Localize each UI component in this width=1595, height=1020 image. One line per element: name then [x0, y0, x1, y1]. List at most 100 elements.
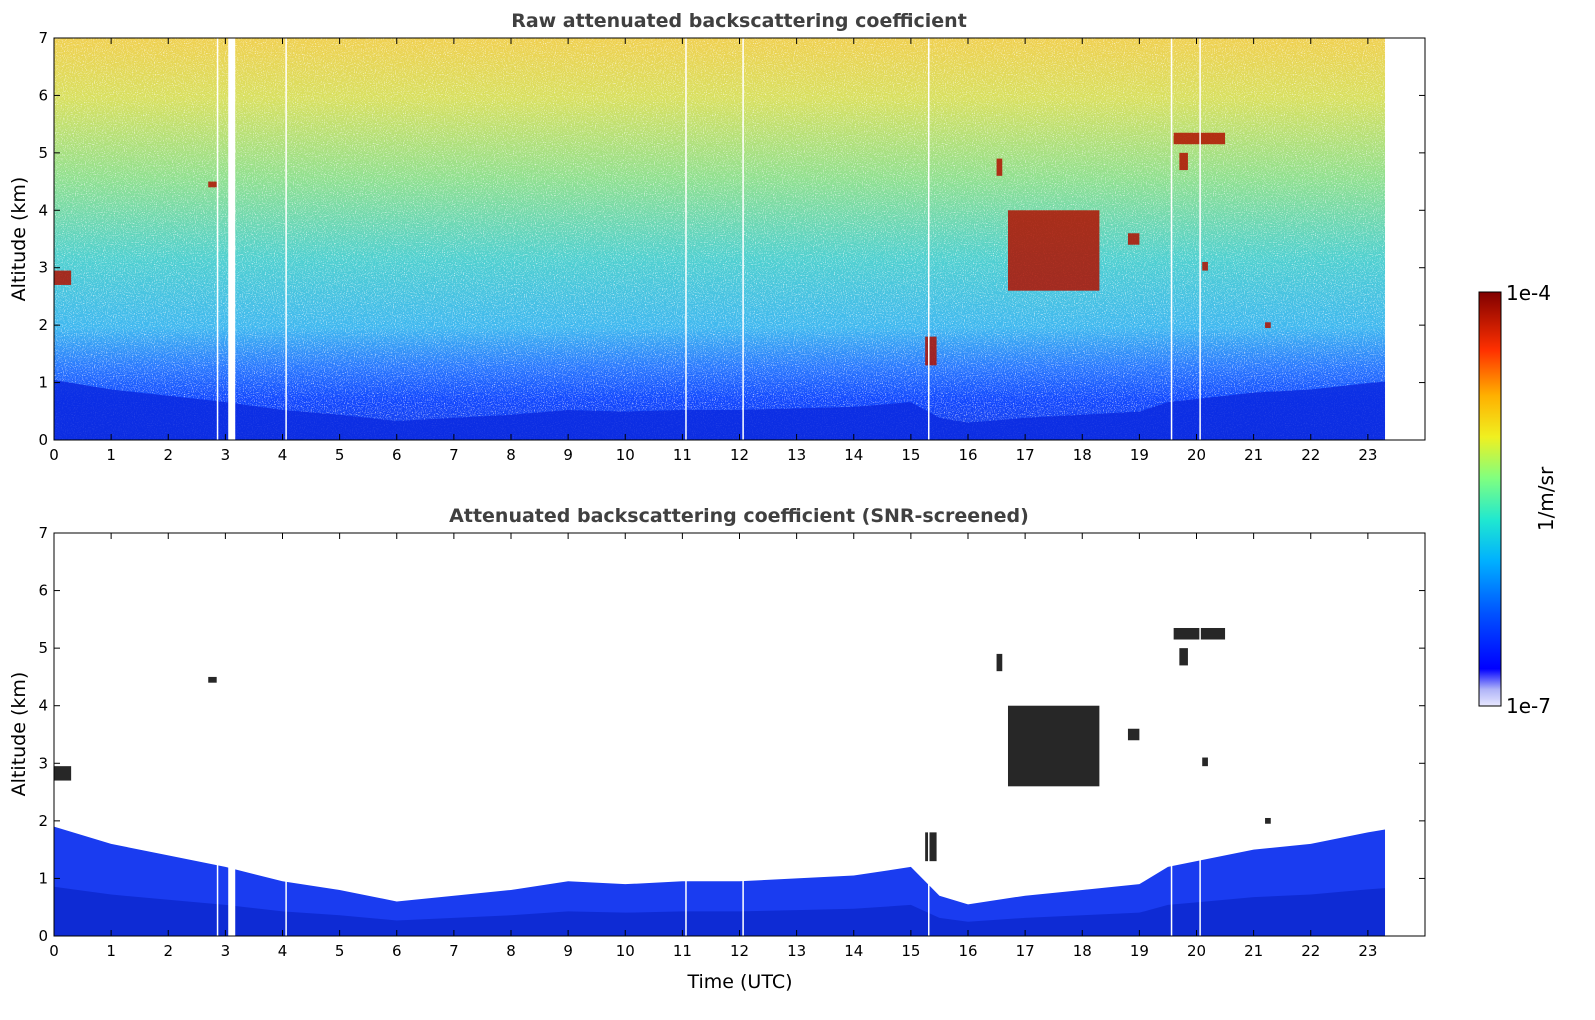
cloud-feature — [1007, 705, 1100, 787]
data-gap — [928, 38, 930, 440]
raw-backscatter-panel: Raw attenuated backscattering coefficien… — [8, 10, 1426, 464]
x-tick-label: 22 — [1301, 446, 1320, 464]
y-tick-label: 5 — [38, 144, 48, 162]
x-tick-label: 11 — [673, 446, 692, 464]
screened-boundary-layer — [54, 826, 1386, 936]
data-gap — [285, 38, 287, 440]
cloud-feature — [1202, 757, 1208, 767]
x-tick-label: 20 — [1187, 942, 1206, 960]
y-tick-label: 2 — [38, 316, 48, 334]
x-tick-label: 14 — [844, 446, 863, 464]
x-tick-label: 15 — [901, 942, 920, 960]
x-tick-label: 16 — [958, 446, 977, 464]
cloud-feature — [1127, 233, 1140, 245]
y-tick-label: 4 — [38, 201, 48, 219]
x-tick-label: 18 — [1073, 942, 1092, 960]
y-tick-label: 6 — [38, 86, 48, 104]
x-tick-label: 9 — [563, 446, 573, 464]
x-tick-label: 4 — [278, 446, 288, 464]
x-tick-label: 23 — [1358, 942, 1377, 960]
cloud-feature — [996, 158, 1003, 176]
cloud-feature — [1007, 210, 1100, 291]
xlabel: Time (UTC) — [686, 971, 792, 993]
cloud-feature — [208, 181, 217, 188]
data-gap — [742, 533, 744, 936]
x-tick-label: 2 — [163, 446, 173, 464]
screened-ylabel: Altitude (km) — [8, 672, 30, 797]
x-tick-label: 17 — [1016, 942, 1035, 960]
y-tick-label: 7 — [38, 29, 48, 47]
raw-boundary-layer — [54, 379, 1386, 440]
x-tick-label: 10 — [616, 446, 635, 464]
colorbar-max-label: 1e-4 — [1506, 281, 1551, 305]
colorbar-min-label: 1e-7 — [1506, 694, 1551, 718]
data-gap — [1199, 38, 1201, 440]
cloud-feature — [1265, 817, 1271, 824]
x-tick-label: 19 — [1130, 446, 1149, 464]
x-tick-label: 17 — [1016, 446, 1035, 464]
cloud-feature — [54, 270, 72, 285]
x-tick-label: 11 — [673, 942, 692, 960]
y-tick-label: 4 — [38, 697, 48, 715]
data-gap — [228, 38, 236, 440]
x-tick-label: 5 — [335, 446, 345, 464]
x-tick-label: 6 — [392, 942, 402, 960]
x-tick-label: 4 — [278, 942, 288, 960]
x-tick-label: 1 — [106, 942, 116, 960]
data-gap — [216, 533, 219, 936]
x-tick-label: 2 — [163, 942, 173, 960]
colorbar-gradient — [1478, 291, 1502, 707]
y-tick-label: 6 — [38, 582, 48, 600]
cloud-feature — [1265, 322, 1271, 329]
x-tick-label: 3 — [221, 942, 231, 960]
x-tick-label: 8 — [506, 942, 516, 960]
cloud-feature — [54, 766, 72, 781]
x-tick-label: 22 — [1301, 942, 1320, 960]
colorbar-unit-label: 1/m/sr — [1534, 466, 1558, 531]
data-gap — [742, 38, 744, 440]
x-tick-label: 9 — [563, 942, 573, 960]
data-gap — [1199, 533, 1201, 936]
cloud-feature — [1202, 261, 1208, 271]
cloud-feature — [996, 653, 1003, 672]
y-tick-label: 2 — [38, 812, 48, 830]
x-tick-label: 15 — [901, 446, 920, 464]
screened-boundary-layer-core — [54, 886, 1386, 936]
data-gap — [216, 38, 219, 440]
cloud-feature — [1127, 728, 1140, 741]
x-tick-label: 23 — [1358, 446, 1377, 464]
x-tick-label: 16 — [958, 942, 977, 960]
y-tick-label: 0 — [38, 927, 48, 945]
x-tick-label: 0 — [49, 446, 59, 464]
y-tick-label: 7 — [38, 524, 48, 542]
data-gap — [1170, 38, 1173, 440]
screened-backscatter-panel: Attenuated backscattering coefficient (S… — [8, 505, 1426, 993]
data-gap — [685, 533, 687, 936]
x-tick-label: 19 — [1130, 942, 1149, 960]
raw-noise-speckle — [54, 38, 1386, 440]
cloud-feature — [1179, 648, 1188, 666]
raw-ylabel: Altitude (km) — [8, 177, 30, 302]
x-tick-label: 21 — [1244, 942, 1263, 960]
x-tick-label: 20 — [1187, 446, 1206, 464]
data-gap — [685, 38, 687, 440]
x-tick-label: 10 — [616, 942, 635, 960]
cloud-feature — [925, 336, 937, 366]
x-tick-label: 7 — [449, 446, 459, 464]
x-tick-label: 21 — [1244, 446, 1263, 464]
raw-panel-title: Raw attenuated backscattering coefficien… — [511, 10, 967, 32]
screened-panel-title: Attenuated backscattering coefficient (S… — [449, 505, 1029, 527]
x-tick-label: 14 — [844, 942, 863, 960]
x-tick-label: 3 — [221, 446, 231, 464]
y-tick-label: 5 — [38, 639, 48, 657]
x-tick-label: 12 — [730, 446, 749, 464]
y-tick-label: 0 — [38, 431, 48, 449]
data-gap — [928, 533, 930, 936]
colorbar: 1e-4 1e-7 1/m/sr — [1478, 281, 1558, 718]
cloud-feature — [925, 832, 937, 862]
x-tick-label: 13 — [787, 446, 806, 464]
x-tick-label: 5 — [335, 942, 345, 960]
x-tick-label: 1 — [106, 446, 116, 464]
x-tick-label: 8 — [506, 446, 516, 464]
